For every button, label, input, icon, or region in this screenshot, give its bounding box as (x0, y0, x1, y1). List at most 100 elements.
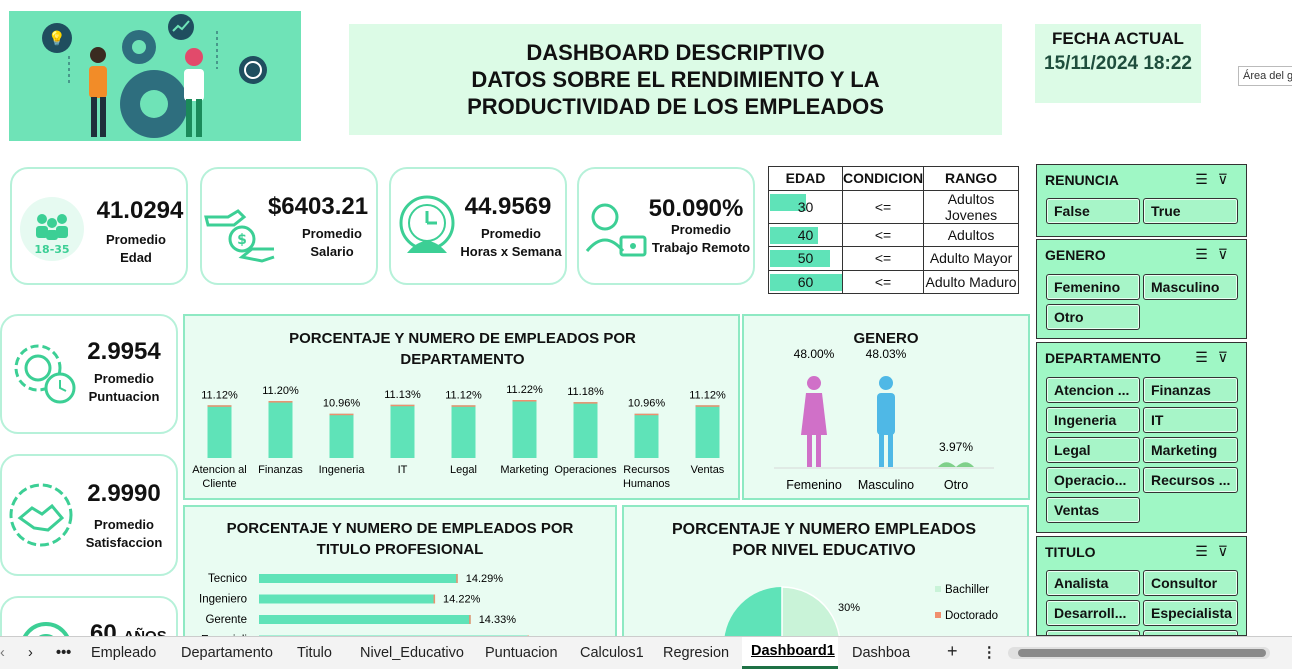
slicer-dept-ingeneria[interactable]: Ingeneria (1046, 407, 1140, 433)
kpi-remoto-value: 50.090 (648, 195, 723, 222)
department-tick-label: Cliente (202, 478, 236, 490)
department-bar (512, 400, 537, 458)
kpi-card-edad: 18-35 41.0294 Promedio Edad (10, 167, 188, 285)
department-bar-chart: 11.12% Atencion al Cliente 11.20% Finanzas 10… (192, 384, 726, 490)
condition-cell: <= (841, 269, 925, 294)
age-cell: 40 (797, 226, 814, 243)
kpi-puntuacion-label-1: Promedio (94, 371, 154, 386)
tab-regresion[interactable]: Regresion (663, 645, 730, 661)
scroll-right-icon[interactable]: › (28, 645, 33, 661)
slicer-dept-recursos[interactable]: Recursos ... (1143, 467, 1238, 493)
kpi-edad-label: Promedio Edad (90, 231, 182, 267)
title-tick-label: Tecnico (208, 573, 247, 585)
clear-filter-icon[interactable]: ⊽ (1217, 171, 1238, 187)
multi-select-icon[interactable]: ☰ (1195, 171, 1218, 187)
remote-worker-icon (585, 203, 647, 257)
tab-dashboard1[interactable]: Dashboard1 (751, 643, 835, 659)
title-data-label: 14.22% (443, 594, 481, 606)
multi-select-icon[interactable]: ☰ (1195, 349, 1218, 365)
age-data-bar (770, 273, 842, 291)
figure-body (938, 462, 974, 467)
tab-puntuacion[interactable]: Puntuacion (485, 645, 558, 661)
title-bar-cap (456, 574, 458, 583)
slicer-genero-otro[interactable]: Otro (1046, 304, 1140, 330)
department-tick-label: Ingeneria (319, 464, 366, 476)
kpi-remoto-label: Promedio Trabajo Remoto (649, 221, 753, 257)
multi-select-icon[interactable]: ☰ (1195, 246, 1218, 262)
department-chart-panel[interactable]: PORCENTAJE Y NUMERO DE EMPLEADOS POR DEP… (183, 314, 740, 500)
slicer-genero-title: GENERO (1045, 246, 1106, 263)
slicer-dept-operaciones[interactable]: Operacio... (1046, 467, 1140, 493)
clear-filter-icon[interactable]: ⊽ (1217, 246, 1238, 262)
slicer-genero-femenino[interactable]: Femenino (1046, 274, 1140, 300)
tab-nivel-educativo[interactable]: Nivel_Educativo (360, 645, 464, 661)
scrollbar-thumb[interactable] (1018, 649, 1266, 657)
range-cell: Adulto Mayor (923, 246, 1019, 271)
title-chart-title: PORCENTAJE Y NUMERO DE EMPLEADOS POR TIT… (226, 520, 574, 558)
clear-filter-icon[interactable]: ⊽ (1217, 349, 1238, 365)
slicer-dept-atencion[interactable]: Atencion ... (1046, 377, 1140, 403)
figure-leg (816, 433, 821, 467)
scroll-left-icon[interactable]: ‹ (0, 645, 5, 661)
department-bar-cap (451, 405, 476, 407)
department-tick-label: IT (398, 464, 408, 476)
more-options-icon[interactable]: ⋮ (982, 645, 997, 661)
slicer-dept-ventas[interactable]: Ventas (1046, 497, 1140, 523)
slicer-dept-marketing[interactable]: Marketing (1143, 437, 1238, 463)
slicer-renuncia-true[interactable]: True (1143, 198, 1238, 224)
slicer-departamento: DEPARTAMENTO ☰⊽ Atencion ... Finanzas Ing… (1036, 342, 1247, 533)
slicer-titulo-desarrollador[interactable]: Desarroll... (1046, 600, 1140, 626)
age-data-bar (770, 226, 819, 244)
slicer-genero-masculino[interactable]: Masculino (1143, 274, 1238, 300)
title-tick-label: Ingeniero (199, 594, 247, 606)
kpi-salario-label-2: Salario (310, 244, 354, 259)
tab-empleado[interactable]: Empleado (91, 645, 157, 661)
department-bar-cap (634, 413, 659, 416)
gender-chart-panel[interactable]: GENERO 48.00% Femenino 48.03% Masculino 3.97… (742, 314, 1030, 500)
age-range-table: EDAD CONDICION RANGO 30 <= Adultos Joven… (768, 166, 1019, 294)
slicer-titulo-analista[interactable]: Analista (1046, 570, 1140, 596)
slicer-dept-it[interactable]: IT (1143, 407, 1238, 433)
current-date-box: FECHA ACTUAL 15/11/2024 18:22 (1035, 24, 1201, 103)
slicer-dept-legal[interactable]: Legal (1046, 437, 1140, 463)
slicer-renuncia: RENUNCIA ☰⊽ False True (1036, 164, 1247, 237)
slicer-titulo: TITULO ☰⊽ Analista Consultor Desarroll...… (1036, 536, 1247, 636)
tab-titulo[interactable]: Titulo (297, 645, 332, 661)
kpi-remoto-label-2: Trabajo Remoto (651, 240, 751, 255)
pie-slice-bachiller (781, 586, 841, 643)
age-group-icon: 18-35 (20, 197, 84, 261)
svg-text:18-35: 18-35 (34, 243, 69, 256)
education-chart-panel[interactable]: PORCENTAJE Y NUMERO EMPLEADOS POR NIVEL … (622, 505, 1029, 645)
title-chart-panel[interactable]: PORCENTAJE Y NUMERO DE EMPLEADOS POR TIT… (183, 505, 617, 645)
tab-dashboard2[interactable]: Dashboa (852, 645, 911, 661)
education-pie-chart: 30%BachillerDoctoradoMaestria (724, 584, 998, 643)
slicer-titulo-item[interactable] (1046, 630, 1140, 635)
slicer-dept-finanzas[interactable]: Finanzas (1143, 377, 1238, 403)
more-tabs-left[interactable]: ••• (56, 645, 72, 661)
kpi-card-salario: $ $6403.21 Promedio Salario (200, 167, 378, 285)
clear-filter-icon[interactable]: ⊽ (1217, 543, 1238, 559)
slicer-renuncia-false[interactable]: False (1046, 198, 1140, 224)
add-sheet-button[interactable]: + (947, 641, 958, 661)
department-bar-cap (329, 413, 354, 416)
svg-text:💡: 💡 (48, 30, 65, 47)
department-tick-label: Ventas (691, 464, 725, 476)
tab-departamento[interactable]: Departamento (181, 645, 273, 661)
department-bar (695, 405, 720, 458)
sheet-tab-bar: ‹ › ••• Empleado Departamento Titulo Niv… (0, 636, 1292, 669)
slicer-titulo-especialista[interactable]: Especialista (1143, 600, 1238, 626)
department-bar (268, 401, 293, 458)
slicer-titulo-item[interactable] (1143, 630, 1238, 635)
legend-label: Doctorado (945, 610, 998, 622)
kpi-edad-value: 41.0294 (96, 197, 184, 224)
department-data-label: 11.18% (567, 386, 604, 398)
department-data-label: 11.20% (262, 385, 299, 397)
multi-select-icon[interactable]: ☰ (1195, 543, 1218, 559)
horizontal-scrollbar[interactable] (1008, 647, 1270, 659)
tab-calculos1[interactable]: Calculos1 (580, 645, 644, 661)
range-cell: Adultos (923, 222, 1019, 247)
slicer-renuncia-title: RENUNCIA (1045, 171, 1119, 188)
slicer-titulo-consultor[interactable]: Consultor (1143, 570, 1238, 596)
figure-body (877, 393, 895, 435)
tab-dashboard1-active[interactable]: Dashboard1 (742, 637, 838, 669)
